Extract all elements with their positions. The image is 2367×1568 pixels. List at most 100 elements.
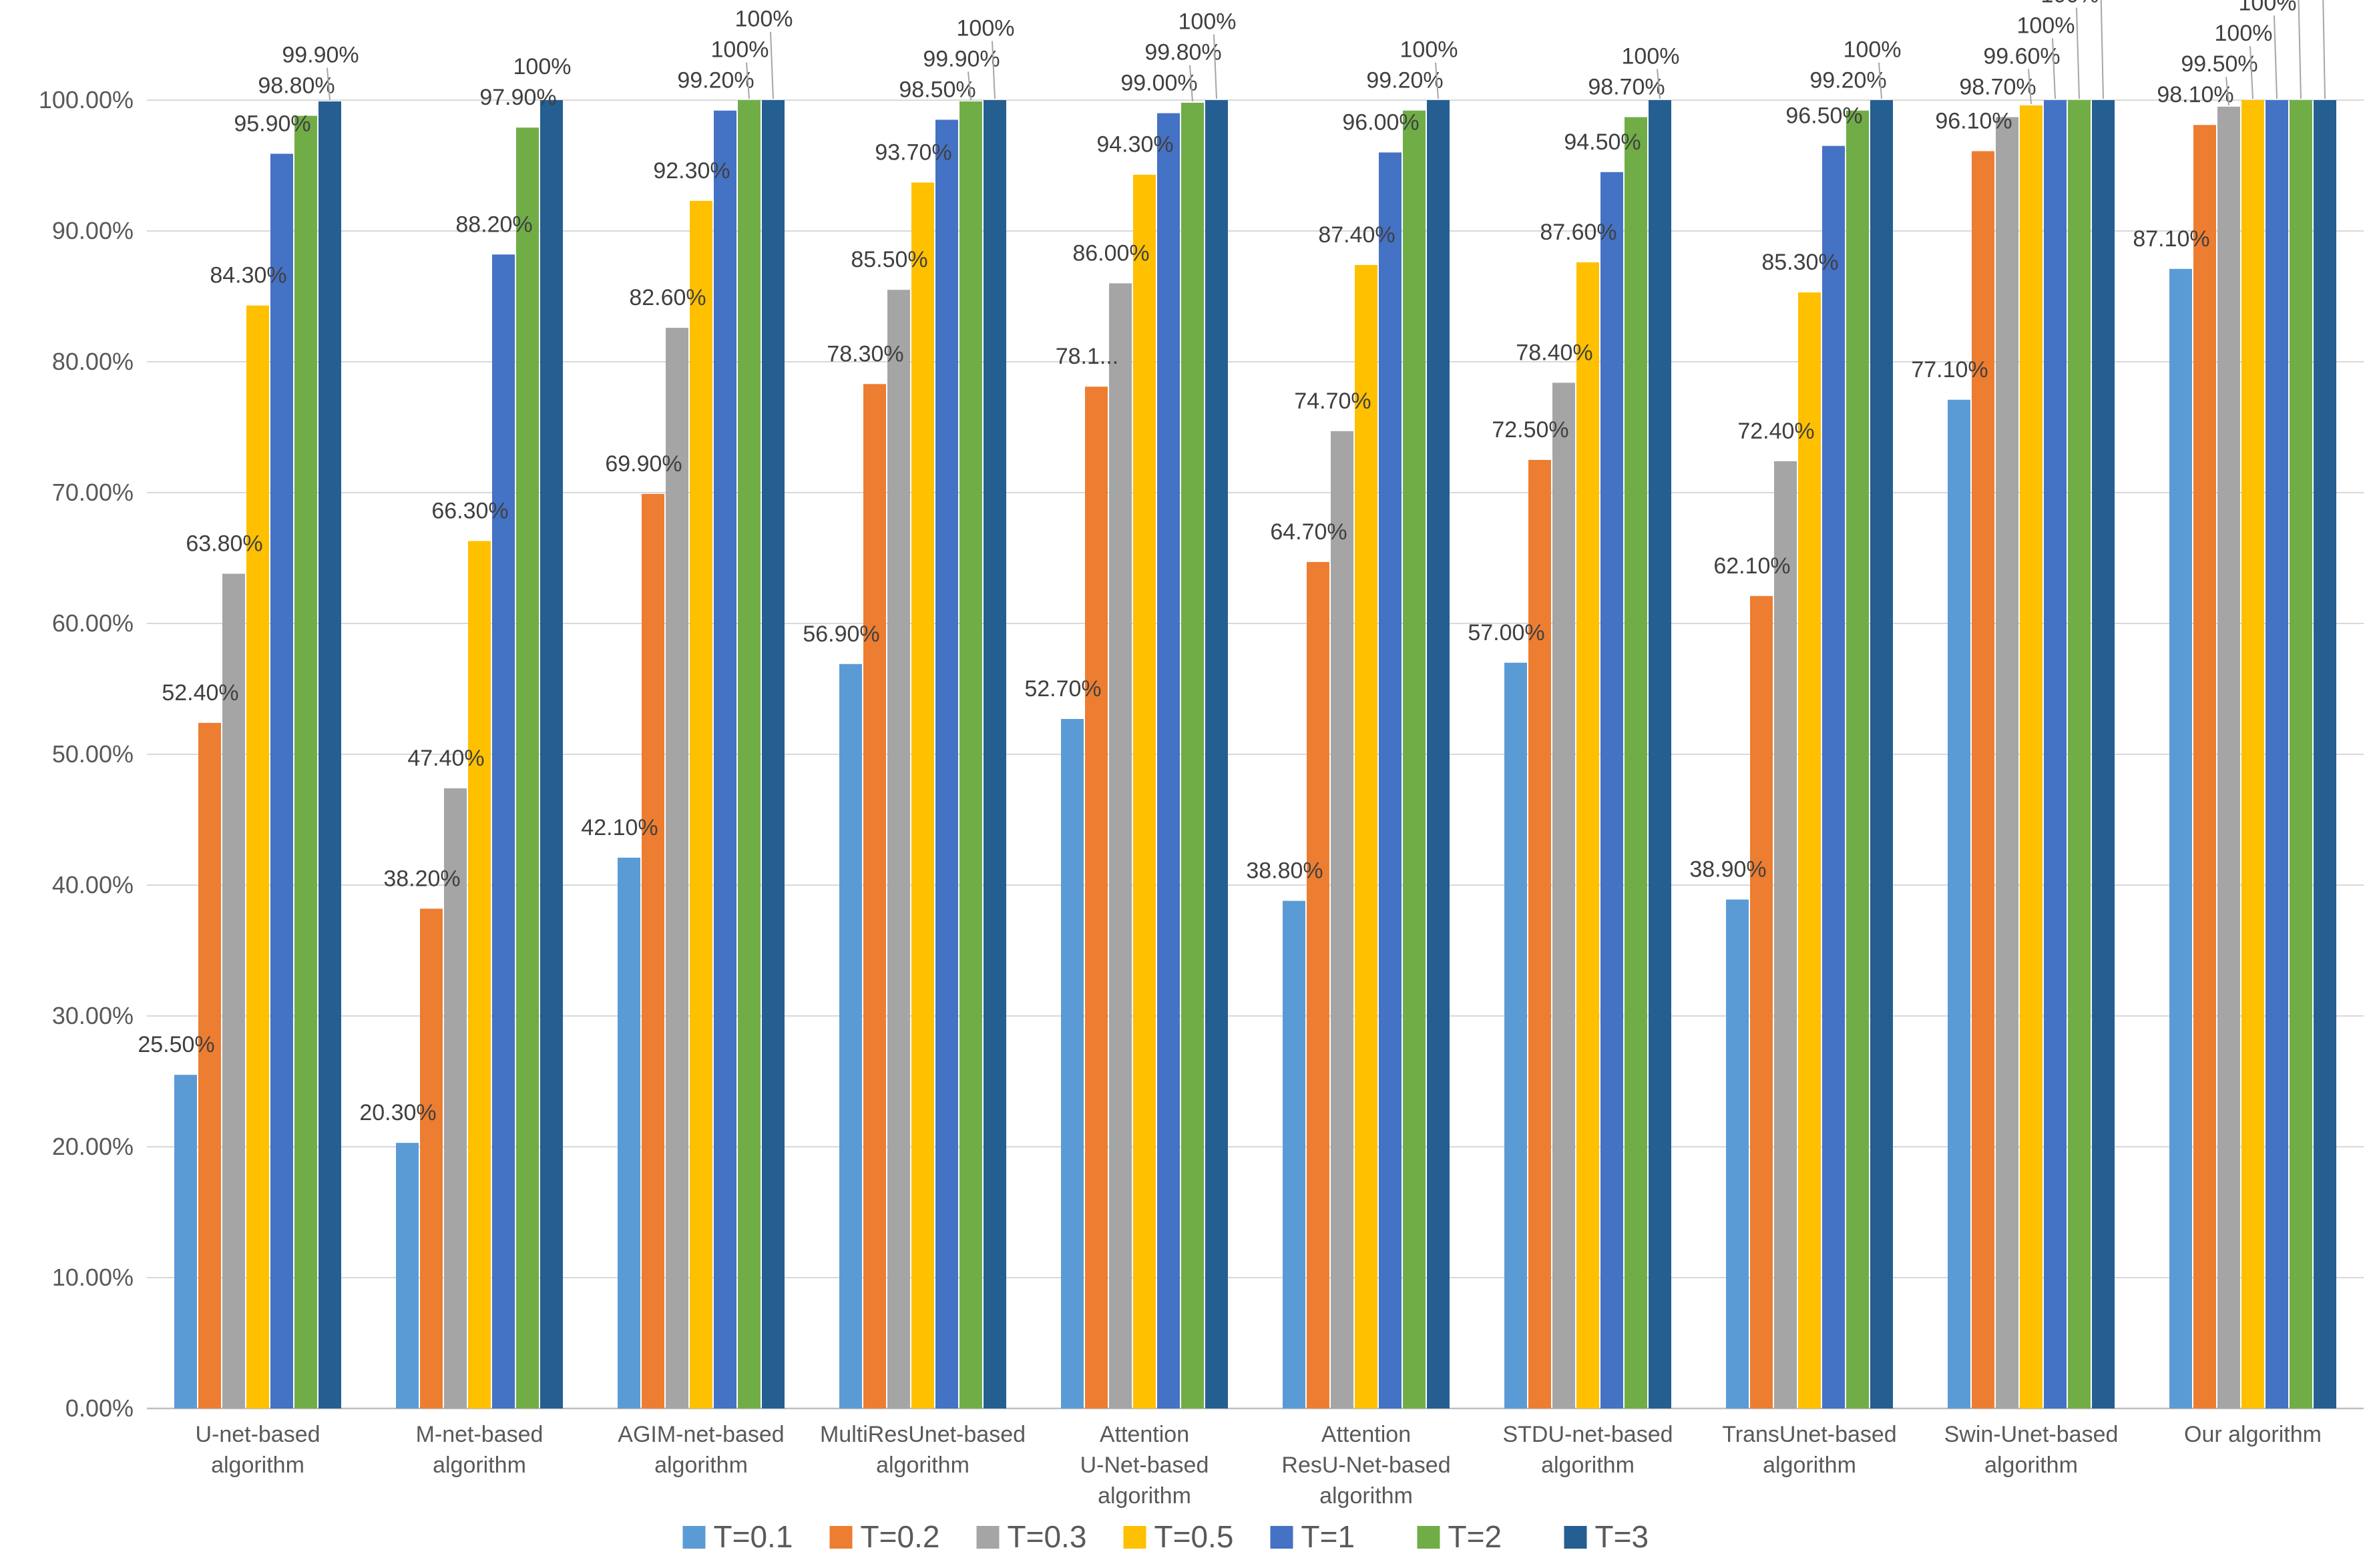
data-label: 96.10% — [1935, 108, 2012, 134]
data-labels: 25.50% 52.40% 63.80% 84.30% 95.90% 98.80% 99.9… — [138, 0, 2326, 1125]
bar — [839, 664, 862, 1408]
bar — [1157, 113, 1180, 1409]
data-label: 20.30% — [359, 1100, 436, 1125]
data-label: 82.60% — [629, 285, 706, 310]
data-label: 100% — [1400, 37, 1458, 63]
bar — [1846, 110, 1869, 1409]
legend-label: T=2 — [1448, 1519, 1502, 1554]
bar — [1283, 900, 1305, 1408]
y-tick-label: 70.00% — [52, 479, 134, 506]
x-category-label-line: Our algorithm — [2184, 1422, 2322, 1447]
x-category-label-line: algorithm — [1763, 1453, 1856, 1478]
bar — [1133, 174, 1156, 1409]
x-category-label-line: algorithm — [1319, 1483, 1413, 1509]
bar — [959, 101, 982, 1409]
bar — [714, 110, 736, 1409]
bar — [2193, 125, 2216, 1409]
legend: T=0.1 T=0.2 T=0.3 T=0.5 T=1 T=2 T=3 — [682, 1519, 1649, 1554]
label-leader-line — [2076, 7, 2080, 99]
data-label: 98.10% — [2157, 82, 2233, 107]
x-category-label-line: algorithm — [1984, 1453, 2078, 1478]
data-label: 77.10% — [1911, 357, 1988, 382]
data-label: 99.20% — [1809, 68, 1886, 93]
bars — [174, 100, 2336, 1409]
bar — [1205, 100, 1228, 1408]
bar — [2266, 100, 2288, 1408]
bar — [1649, 100, 1671, 1408]
bar — [863, 384, 886, 1408]
bar — [396, 1143, 419, 1408]
data-label: 97.90% — [479, 85, 556, 110]
data-label: 47.40% — [407, 746, 484, 771]
legend-label: T=0.2 — [861, 1519, 940, 1554]
data-label: 66.30% — [431, 499, 508, 524]
bar — [1774, 461, 1797, 1409]
bar — [984, 100, 1006, 1408]
data-label: 87.40% — [1318, 222, 1395, 248]
legend-label: T=1 — [1301, 1519, 1355, 1554]
x-category-label-line: AGIM-net-based — [618, 1422, 784, 1447]
bar — [2314, 100, 2336, 1408]
x-category-label-line: algorithm — [876, 1453, 970, 1478]
data-label: 99.90% — [282, 43, 359, 68]
bar — [1822, 146, 1845, 1409]
label-leader-line — [967, 71, 972, 101]
label-leader-line — [2028, 69, 2032, 104]
y-tick-label: 20.00% — [52, 1133, 134, 1160]
data-label: 94.30% — [1096, 132, 1173, 158]
bar — [911, 182, 934, 1409]
x-category-label-line: ResU-Net-based — [1281, 1453, 1450, 1478]
y-tick-label: 80.00% — [52, 348, 134, 375]
data-label: 94.50% — [1564, 129, 1641, 155]
y-tick-label: 60.00% — [52, 609, 134, 637]
x-category-label-line: MultiResUnet-based — [820, 1422, 1026, 1447]
bar — [2044, 100, 2067, 1408]
x-category-label-line: Attention — [1100, 1422, 1189, 1447]
data-label: 78.40% — [1516, 340, 1592, 365]
bar — [468, 541, 491, 1408]
data-label: 100% — [2017, 13, 2075, 38]
data-label: 99.20% — [677, 68, 754, 93]
label-leader-line — [327, 67, 331, 101]
bar — [1085, 386, 1108, 1408]
bar — [444, 788, 467, 1408]
y-tick-label: 0.00% — [65, 1394, 134, 1422]
data-label: 99.80% — [1144, 40, 1221, 65]
data-label: 98.70% — [1588, 74, 1665, 99]
x-category-label: TransUnet-based algorithm — [1722, 1422, 1896, 1478]
y-tick-label: 10.00% — [52, 1264, 134, 1291]
data-label: 87.60% — [1540, 220, 1617, 245]
data-label: 62.10% — [1713, 553, 1790, 579]
legend-label: T=0.3 — [1008, 1519, 1087, 1554]
data-label: 52.70% — [1024, 676, 1101, 702]
x-category-label: U-net-based algorithm — [195, 1422, 320, 1478]
x-category-label: MultiResUnet-based algorithm — [820, 1422, 1026, 1478]
y-tick-label: 100.00% — [39, 86, 134, 113]
label-leader-line — [1657, 69, 1661, 99]
x-category-label-line: algorithm — [211, 1453, 304, 1478]
bar — [420, 908, 443, 1408]
bar — [1504, 662, 1527, 1408]
bar — [294, 115, 317, 1408]
data-label: 93.70% — [875, 140, 951, 165]
data-label: 85.50% — [851, 247, 927, 272]
data-label: 98.80% — [258, 73, 335, 99]
bar — [1870, 100, 1893, 1408]
data-label: 38.20% — [383, 866, 460, 891]
bar — [2241, 100, 2264, 1408]
x-category-label: M-net-based algorithm — [416, 1422, 544, 1478]
bar — [1427, 100, 1450, 1408]
data-label: 98.50% — [899, 77, 976, 102]
axes: 0.00% 10.00% 20.00% 30.00% 40.00% 50.00% 60.00… — [39, 86, 2364, 1509]
label-leader-line — [1878, 62, 1882, 99]
x-category-label-line: STDU-net-based — [1502, 1422, 1673, 1447]
x-category-label-line: Swin-Unet-based — [1944, 1422, 2119, 1447]
data-label: 99.20% — [1366, 68, 1443, 93]
x-category-label-line: Attention — [1321, 1422, 1411, 1447]
data-label: 99.00% — [1120, 71, 1197, 96]
data-label: 78.30% — [827, 341, 903, 366]
bar — [1355, 264, 1377, 1409]
y-tick-label: 50.00% — [52, 740, 134, 768]
bar — [1403, 110, 1426, 1409]
